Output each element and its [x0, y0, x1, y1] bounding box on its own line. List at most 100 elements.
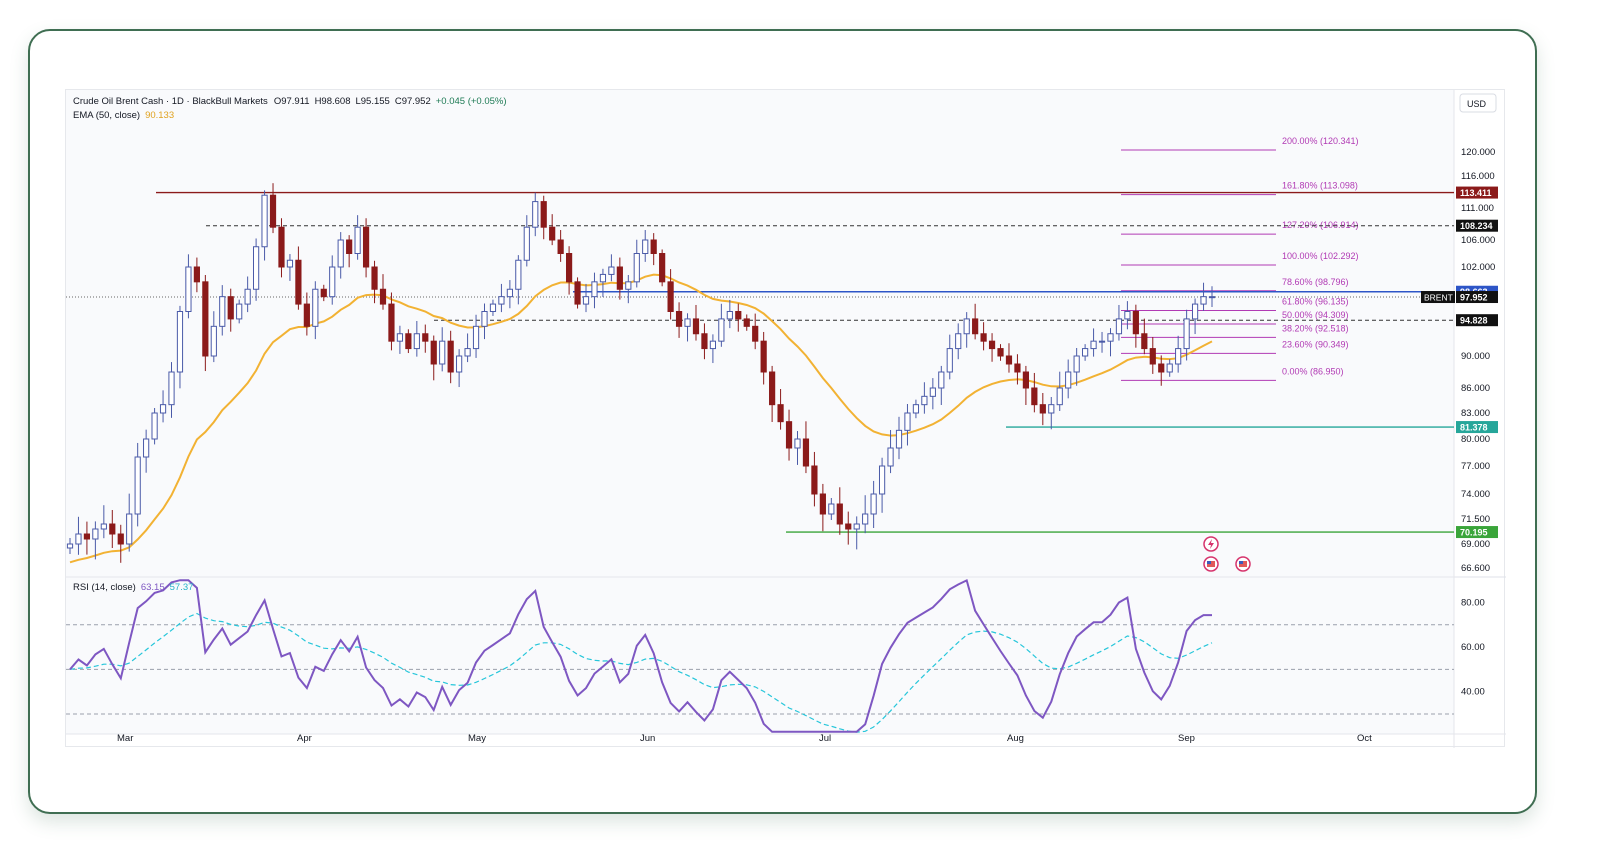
candle-body	[608, 266, 615, 275]
candle-body	[278, 226, 285, 268]
candle-body	[379, 288, 387, 305]
fib-level-label: 127.20% (106.914)	[1282, 220, 1359, 230]
candle-body	[1039, 404, 1046, 414]
rsi-tick-label: 80.00	[1461, 598, 1485, 609]
candle-body	[1141, 333, 1148, 350]
candle-body	[895, 429, 903, 449]
candle-body	[388, 303, 395, 342]
candle-body	[456, 355, 463, 373]
candle-body	[109, 523, 116, 535]
rsi-legend: RSI (14, close) 63.15 57.37	[73, 582, 193, 593]
candle-body	[904, 412, 911, 431]
candle-body	[667, 281, 674, 312]
currency-label: USD	[1467, 99, 1487, 109]
candle-body	[819, 493, 826, 515]
candle-body	[362, 226, 370, 268]
candle-body	[752, 325, 759, 342]
candle-body	[329, 266, 336, 298]
currency-button[interactable]	[1459, 93, 1497, 113]
fib-level-label: 100.00% (102.292)	[1282, 251, 1359, 261]
price-tag	[1456, 219, 1498, 232]
price-tag-prefix-label: BRENT	[1424, 293, 1453, 303]
time-tick-label: Jun	[640, 733, 655, 744]
candle-body	[1090, 340, 1097, 350]
candle-body	[134, 456, 141, 515]
price-tick-label: 102.000	[1461, 262, 1495, 273]
candle-body	[988, 340, 996, 350]
candle-body	[1065, 371, 1072, 389]
chart-panel[interactable]: 200.00% (120.341) 161.80% (113.098) 127.20…	[65, 89, 1506, 748]
candle-body	[227, 296, 234, 320]
price-tag	[1456, 421, 1498, 434]
candle-body	[997, 348, 1004, 357]
candle-body	[1022, 371, 1029, 389]
rsi-tick-label: 60.00	[1461, 642, 1485, 653]
candle-body	[811, 465, 818, 495]
price-chart-svg[interactable]: 200.00% (120.341) 161.80% (113.098) 127.20…	[66, 90, 1506, 748]
candlesticks[interactable]	[66, 183, 1216, 563]
price-pane-bg	[66, 90, 1454, 576]
price-tick-label: 90.000	[1461, 351, 1490, 362]
candle-body	[972, 318, 979, 335]
candle-body	[642, 239, 649, 254]
price-tag	[1456, 526, 1498, 539]
candle-body	[938, 371, 945, 389]
rsi-pane-bg	[66, 578, 1454, 734]
candle-body	[236, 303, 243, 320]
candle-body	[244, 288, 251, 305]
ema-legend: EMA (50, close) 90.133	[73, 110, 174, 121]
time-tick-label: Apr	[297, 733, 312, 744]
time-tick-label: May	[468, 733, 486, 744]
candle-body	[472, 325, 480, 350]
candle-body	[176, 311, 184, 373]
candle-body	[650, 239, 657, 254]
candle-body	[921, 395, 928, 406]
candle-body	[557, 239, 564, 254]
candle-body	[1208, 296, 1216, 299]
rsi-tick-label: 40.00	[1461, 687, 1485, 698]
candle-body	[980, 333, 987, 342]
price-tick-label: 116.000	[1461, 171, 1495, 182]
candle-body	[1149, 348, 1156, 365]
fib-level-label: 23.60% (90.349)	[1282, 339, 1349, 349]
candle-body	[1124, 311, 1131, 320]
candle-body	[489, 303, 497, 312]
candle-body	[413, 333, 420, 350]
candle-body	[735, 311, 742, 320]
candle-body	[159, 404, 167, 414]
price-tag	[1456, 314, 1498, 327]
candle-body	[430, 340, 437, 365]
price-tag-label: 94.828	[1460, 316, 1488, 326]
candle-body	[675, 311, 683, 327]
fib-level-label: 0.00% (86.950)	[1282, 366, 1344, 376]
candle-body	[354, 226, 361, 254]
candle-body	[126, 513, 133, 545]
price-tick-label: 66.600	[1461, 563, 1490, 574]
price-axis[interactable]: 120.000 116.000 111.000 106.000 102.000 90.00…	[1421, 147, 1498, 698]
candle-body	[726, 311, 733, 320]
candle-body	[1132, 311, 1139, 335]
candle-body	[1183, 318, 1190, 350]
candle-body	[193, 266, 200, 283]
time-tick-label: Sep	[1178, 733, 1195, 744]
candle-body	[946, 348, 953, 373]
fibonacci-extension[interactable]: 200.00% (120.341) 161.80% (113.098) 127.20…	[1121, 136, 1359, 381]
candle-body	[1073, 355, 1080, 373]
candle-body	[659, 253, 666, 283]
price-tick-label: 69.000	[1461, 539, 1490, 550]
candle-body	[219, 296, 226, 327]
candle-body	[785, 421, 793, 449]
candle-body	[143, 438, 150, 458]
candle-body	[1107, 333, 1114, 342]
candle-body	[878, 465, 886, 495]
candle-body	[963, 318, 970, 335]
price-tick-label: 77.000	[1461, 461, 1490, 472]
candle-body	[574, 281, 581, 305]
candle-body	[75, 533, 82, 545]
time-axis[interactable]: Mar Apr May Jun Jul Aug Sep Oct	[117, 733, 1372, 744]
fib-level-label: 50.00% (94.309)	[1282, 310, 1349, 320]
price-tag-label: 113.411	[1460, 188, 1492, 198]
horizontal-levels[interactable]	[66, 191, 1454, 533]
event-icons[interactable]	[1203, 536, 1251, 572]
candle-body	[565, 253, 573, 283]
